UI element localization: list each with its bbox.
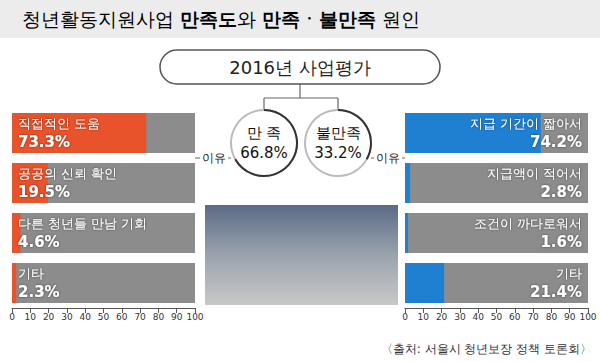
svg-text:100: 100 xyxy=(186,312,203,322)
svg-text:1.6%: 1.6% xyxy=(540,233,582,251)
svg-text:50: 50 xyxy=(98,312,110,322)
svg-text:이유: 이유 xyxy=(202,151,226,165)
svg-text:73.3%: 73.3% xyxy=(18,133,70,151)
svg-text:공공의 신뢰 확인: 공공의 신뢰 확인 xyxy=(18,166,117,181)
svg-text:10: 10 xyxy=(418,312,430,322)
svg-text:다른 청년들 만남 기회: 다른 청년들 만남 기회 xyxy=(18,216,147,231)
svg-text:2.3%: 2.3% xyxy=(18,283,60,301)
svg-text:기타: 기타 xyxy=(556,266,582,281)
svg-text:74.2%: 74.2% xyxy=(530,133,582,151)
svg-text:조건이 까다로워서: 조건이 까다로워서 xyxy=(474,216,582,231)
svg-text:만족ㆍ불만족: 만족ㆍ불만족 xyxy=(262,8,376,30)
svg-text:지급 기간이 짧아서: 지급 기간이 짧아서 xyxy=(470,116,582,131)
svg-text:40: 40 xyxy=(79,312,91,322)
svg-text:30: 30 xyxy=(61,312,73,322)
svg-text:만족도: 만족도 xyxy=(180,8,237,30)
svg-text:20: 20 xyxy=(436,312,448,322)
svg-text:만 족: 만 족 xyxy=(247,124,282,142)
svg-text:지급액이 적어서: 지급액이 적어서 xyxy=(487,166,582,181)
svg-text:4.6%: 4.6% xyxy=(18,233,60,251)
svg-text:원인: 원인 xyxy=(376,8,420,30)
svg-text:90: 90 xyxy=(171,312,183,322)
svg-text:2016년 사업평가: 2016년 사업평가 xyxy=(229,57,371,78)
svg-text:청년활동지원사업: 청년활동지원사업 xyxy=(22,8,180,30)
svg-text:70: 70 xyxy=(134,312,146,322)
svg-text:33.2%: 33.2% xyxy=(314,144,362,162)
svg-text:60: 60 xyxy=(116,312,128,322)
svg-text:2.8%: 2.8% xyxy=(540,183,582,201)
svg-text:〈출처: 서울시 청년보장 정책 토론회〉: 〈출처: 서울시 청년보장 정책 토론회〉 xyxy=(381,342,592,356)
svg-text:66.8%: 66.8% xyxy=(240,144,288,162)
svg-text:20: 20 xyxy=(43,312,55,322)
svg-text:90: 90 xyxy=(564,312,576,322)
svg-text:불만족: 불만족 xyxy=(316,124,361,142)
svg-text:50: 50 xyxy=(491,312,503,322)
svg-text:와: 와 xyxy=(237,8,262,30)
svg-text:0: 0 xyxy=(402,312,408,322)
svg-text:이유: 이유 xyxy=(376,151,400,165)
svg-text:21.4%: 21.4% xyxy=(530,283,582,301)
svg-text:직접적인 도움: 직접적인 도움 xyxy=(18,116,100,131)
svg-text:40: 40 xyxy=(472,312,484,322)
svg-text:60: 60 xyxy=(509,312,521,322)
svg-text:80: 80 xyxy=(546,312,558,322)
svg-text:10: 10 xyxy=(25,312,37,322)
svg-text:기타: 기타 xyxy=(18,266,44,281)
svg-text:80: 80 xyxy=(153,312,165,322)
svg-text:0: 0 xyxy=(9,312,15,322)
svg-text:100: 100 xyxy=(579,312,596,322)
svg-text:30: 30 xyxy=(454,312,466,322)
svg-text:70: 70 xyxy=(527,312,539,322)
svg-text:19.5%: 19.5% xyxy=(18,183,70,201)
